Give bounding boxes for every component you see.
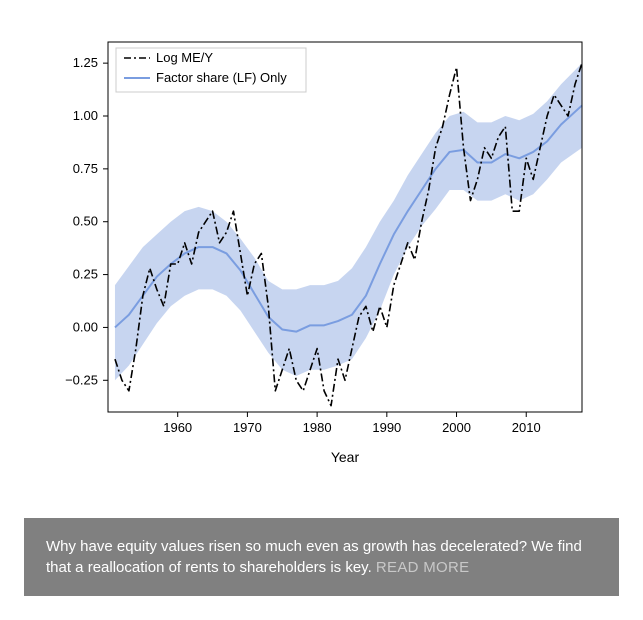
x-tick-label: 1990 bbox=[372, 420, 401, 435]
y-tick-label: 1.00 bbox=[73, 108, 98, 123]
y-tick-label: 0.75 bbox=[73, 161, 98, 176]
caption-text: Why have equity values risen so much eve… bbox=[46, 538, 582, 576]
x-tick-label: 1970 bbox=[233, 420, 262, 435]
chart-svg: 1960 1970 1980 1990 2000 2010 −0.25 0.00 0.25 0.5… bbox=[40, 30, 600, 490]
y-tick-label: 0.25 bbox=[73, 267, 98, 282]
x-tick-label: 1980 bbox=[303, 420, 332, 435]
y-tick-label: 0.50 bbox=[73, 214, 98, 229]
x-tick-label: 1960 bbox=[163, 420, 192, 435]
y-tick-label: 1.25 bbox=[73, 55, 98, 70]
legend-item-label: Factor share (LF) Only bbox=[156, 70, 287, 85]
y-tick-label: −0.25 bbox=[65, 372, 98, 387]
chart-container: 1960 1970 1980 1990 2000 2010 −0.25 0.00 0.25 0.5… bbox=[40, 30, 600, 490]
x-tick-label: 2010 bbox=[512, 420, 541, 435]
x-tick-label: 2000 bbox=[442, 420, 471, 435]
y-tick-label: 0.00 bbox=[73, 319, 98, 334]
caption-box: Why have equity values risen so much eve… bbox=[24, 518, 619, 596]
read-more-link[interactable]: READ MORE bbox=[376, 559, 470, 576]
x-axis-label: Year bbox=[331, 449, 360, 465]
legend-item-label: Log ME/Y bbox=[156, 50, 213, 65]
